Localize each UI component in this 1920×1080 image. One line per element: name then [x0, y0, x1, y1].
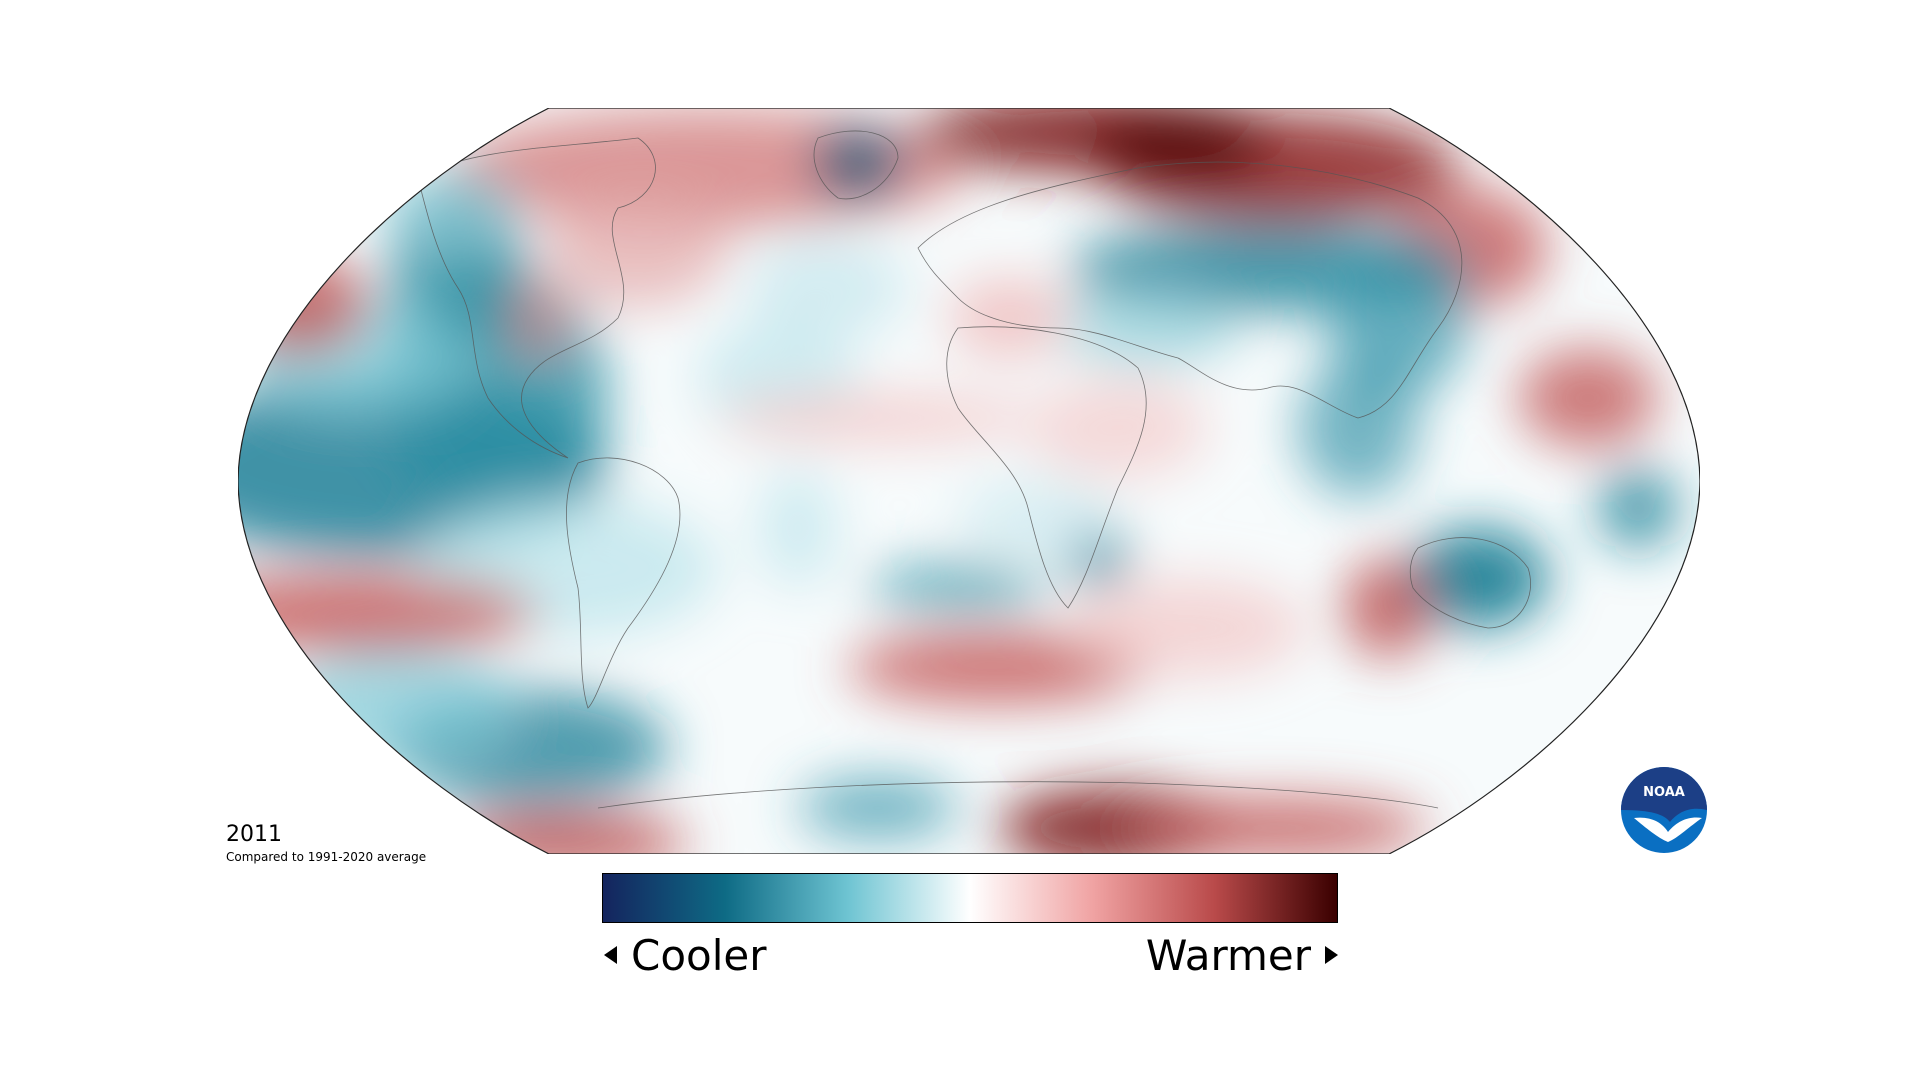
- left-arrow-icon: [604, 946, 617, 964]
- cooler-legend: Cooler: [604, 930, 767, 980]
- globe-outline: [238, 108, 1700, 854]
- warmer-legend: Warmer: [1146, 930, 1338, 980]
- right-arrow-icon: [1325, 946, 1338, 964]
- cooler-label: Cooler: [631, 930, 767, 980]
- warmer-label: Warmer: [1145, 930, 1311, 980]
- noaa-logo: NOAA: [1621, 767, 1707, 853]
- map-svg: [238, 108, 1700, 854]
- coastline-outlines: [417, 130, 1531, 809]
- noaa-logo-text: NOAA: [1643, 785, 1685, 800]
- baseline-note: Compared to 1991-2020 average: [226, 850, 427, 864]
- anomaly-field: [238, 108, 1700, 854]
- year-label: 2011: [226, 822, 282, 847]
- temperature-anomaly-map: [238, 108, 1700, 854]
- color-scale-bar: [602, 873, 1338, 923]
